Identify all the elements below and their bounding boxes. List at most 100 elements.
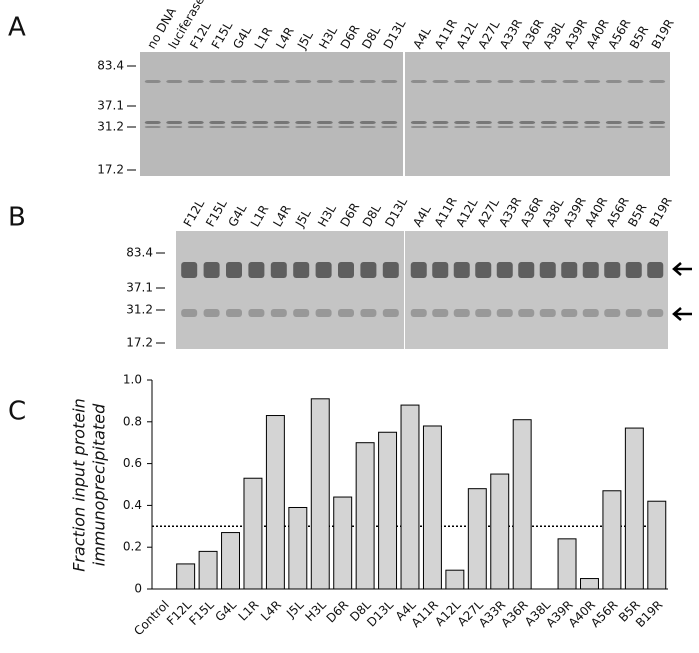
gel-band bbox=[252, 126, 269, 128]
gel-band bbox=[359, 80, 376, 83]
gel-band bbox=[627, 121, 644, 124]
gel-band bbox=[144, 80, 161, 83]
gel-band bbox=[496, 262, 513, 278]
lane-label: A4L bbox=[410, 202, 434, 229]
gel-band bbox=[584, 121, 601, 124]
gel-band bbox=[475, 126, 492, 128]
bar bbox=[512, 419, 532, 590]
gel-band bbox=[410, 262, 427, 278]
bar bbox=[265, 415, 285, 590]
lane-label: B19R bbox=[649, 17, 677, 52]
gel-band bbox=[562, 121, 579, 124]
lane-label: G4L bbox=[226, 202, 250, 230]
gel-band bbox=[497, 80, 514, 83]
bar bbox=[602, 490, 622, 590]
gel-band bbox=[496, 309, 513, 317]
marker-label: 37.1 bbox=[97, 99, 124, 113]
lane-label: H3L bbox=[315, 202, 339, 229]
gel-band bbox=[454, 121, 471, 124]
gel-band bbox=[273, 126, 290, 128]
bar bbox=[624, 427, 644, 590]
gel-band bbox=[519, 126, 536, 128]
gel-band bbox=[475, 309, 492, 317]
gel-band bbox=[209, 80, 226, 83]
x-tick-label: L4R bbox=[258, 598, 284, 624]
x-tick-label: L1R bbox=[236, 598, 262, 624]
marker-label: 31.2 bbox=[126, 303, 153, 317]
gel-band bbox=[166, 126, 183, 128]
gel-band bbox=[209, 126, 226, 128]
gel-band bbox=[295, 121, 312, 124]
lane-label: F12L bbox=[181, 197, 208, 229]
gel-band bbox=[338, 309, 354, 317]
gel-band bbox=[181, 262, 198, 278]
gel-band bbox=[410, 80, 427, 83]
gel-band bbox=[381, 126, 398, 128]
gel bbox=[405, 231, 668, 349]
lane-label: J5L bbox=[294, 29, 316, 53]
marker-label: 17.2 bbox=[126, 336, 153, 350]
gel-band bbox=[270, 262, 287, 278]
panel-label: A bbox=[8, 13, 26, 43]
gel-band bbox=[539, 262, 556, 278]
gel-band bbox=[360, 262, 377, 278]
gel-band bbox=[453, 262, 470, 278]
gel-band bbox=[627, 80, 644, 83]
gel-band bbox=[539, 309, 556, 317]
gel-band bbox=[562, 80, 579, 83]
bar bbox=[445, 569, 465, 590]
gel-band bbox=[360, 309, 377, 317]
marker-label: 83.4 bbox=[126, 246, 153, 260]
gel-band bbox=[561, 262, 578, 278]
gel-band bbox=[584, 80, 601, 83]
gel-band bbox=[497, 126, 514, 128]
gel-band bbox=[519, 80, 536, 83]
gel-band bbox=[518, 309, 535, 317]
gel-band bbox=[604, 262, 621, 278]
lane-label: H3L bbox=[316, 24, 340, 51]
bar bbox=[310, 398, 330, 590]
gel-band bbox=[382, 262, 399, 278]
bar bbox=[400, 404, 420, 590]
gel-band bbox=[582, 309, 599, 317]
gel-band bbox=[410, 126, 427, 128]
gel-band bbox=[519, 121, 536, 124]
gel-band bbox=[293, 309, 310, 317]
gel-band bbox=[604, 309, 621, 317]
gel-band bbox=[582, 262, 599, 278]
gel-band bbox=[382, 309, 399, 317]
gel-band bbox=[273, 121, 290, 124]
arrow bbox=[672, 262, 692, 321]
bar bbox=[333, 496, 353, 590]
lane-label: D8L bbox=[360, 202, 384, 230]
lane-label: J5L bbox=[292, 207, 314, 231]
gel-band bbox=[295, 126, 312, 128]
gel-band bbox=[359, 121, 376, 124]
bar bbox=[288, 506, 308, 590]
gel-band bbox=[338, 126, 355, 128]
panel-label: B bbox=[8, 203, 26, 233]
panel-label: C bbox=[8, 397, 26, 427]
gel-band bbox=[209, 121, 226, 124]
lane-label: D13L bbox=[381, 17, 409, 51]
gel-band bbox=[625, 309, 642, 317]
gel-band bbox=[316, 80, 333, 83]
gel-band bbox=[295, 80, 312, 83]
gel-band bbox=[293, 262, 310, 278]
gel-band bbox=[166, 80, 183, 83]
gel-band bbox=[649, 126, 666, 128]
gel-band bbox=[453, 309, 470, 317]
gel-band bbox=[432, 262, 449, 278]
lane-label: D6R bbox=[338, 200, 363, 229]
x-tick-label: F15L bbox=[186, 597, 217, 628]
gel-band bbox=[432, 80, 449, 83]
bar bbox=[198, 550, 218, 590]
y-tick-label: 0.6 bbox=[123, 456, 142, 470]
x-tick-label: H3L bbox=[302, 597, 329, 624]
gel-band bbox=[181, 309, 198, 317]
gel-band bbox=[144, 121, 161, 124]
gel-band bbox=[252, 80, 269, 83]
gel-band bbox=[381, 80, 398, 83]
lane-label: L4R bbox=[273, 25, 296, 52]
gel-band bbox=[518, 262, 535, 278]
